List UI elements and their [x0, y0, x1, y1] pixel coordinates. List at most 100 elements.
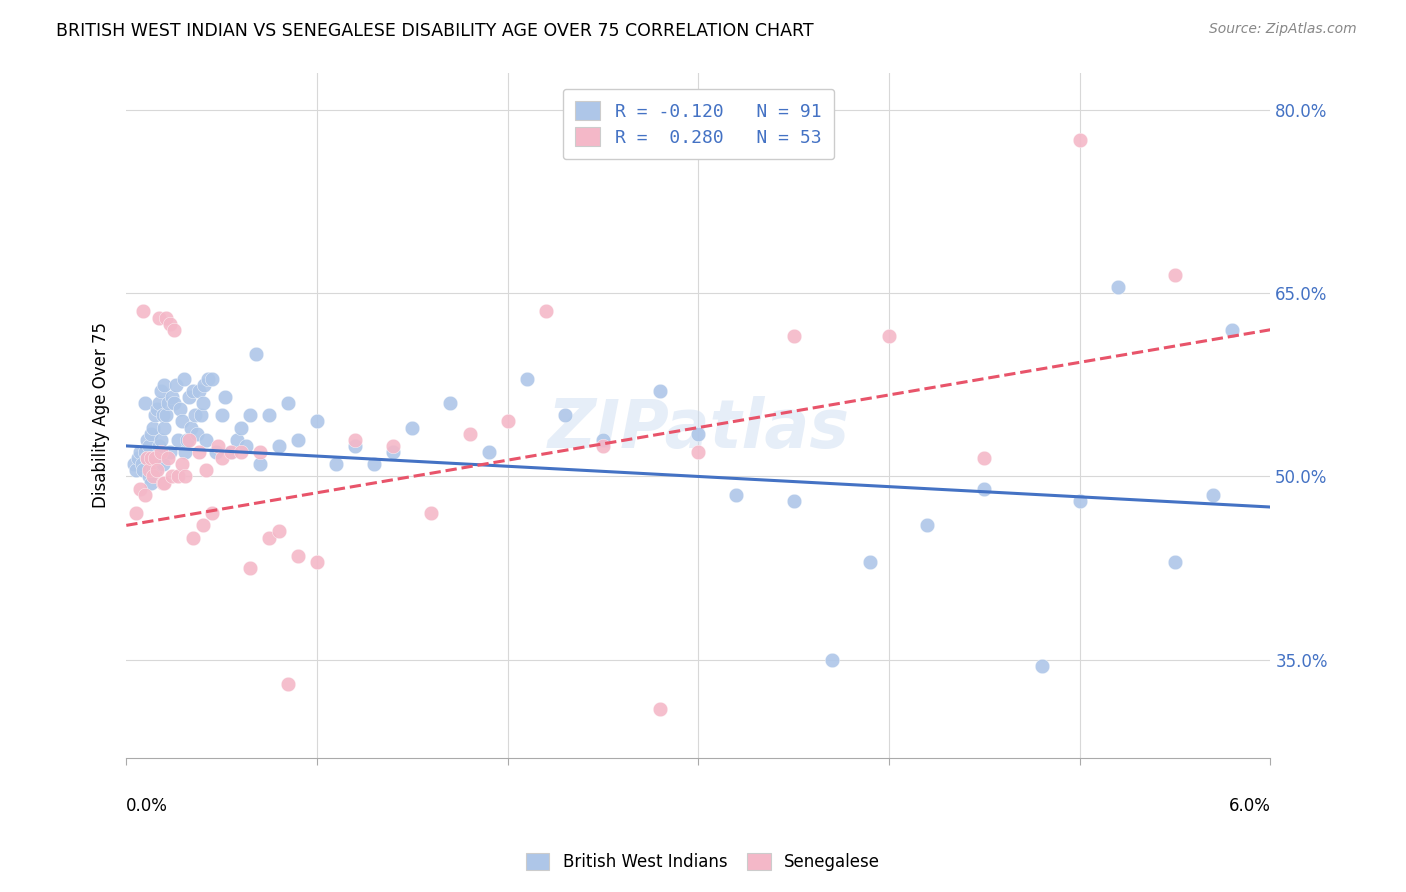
Point — [277, 396, 299, 410]
Y-axis label: Disability Age Over 75: Disability Age Over 75 — [93, 322, 110, 508]
Legend: British West Indians, Senegalese: British West Indians, Senegalese — [517, 845, 889, 880]
Point — [877, 329, 900, 343]
Point — [458, 426, 481, 441]
Point — [259, 409, 281, 423]
Point — [181, 531, 204, 545]
Point — [170, 457, 193, 471]
Point — [193, 377, 215, 392]
Point — [131, 457, 153, 471]
Point — [534, 304, 557, 318]
Point — [132, 463, 155, 477]
Point — [225, 433, 247, 447]
Point — [142, 463, 165, 477]
Point — [160, 469, 183, 483]
Point — [235, 439, 257, 453]
Point — [143, 451, 166, 466]
Point — [166, 433, 188, 447]
Point — [195, 463, 218, 477]
Point — [782, 329, 804, 343]
Point — [214, 390, 236, 404]
Point — [219, 445, 242, 459]
Point — [1107, 280, 1129, 294]
Point — [134, 488, 156, 502]
Text: 0.0%: 0.0% — [127, 797, 169, 814]
Point — [170, 414, 193, 428]
Text: 6.0%: 6.0% — [1229, 797, 1271, 814]
Point — [249, 445, 271, 459]
Point — [401, 420, 423, 434]
Point — [363, 457, 385, 471]
Point — [650, 384, 672, 398]
Point — [134, 445, 156, 459]
Point — [650, 702, 672, 716]
Point — [592, 433, 614, 447]
Point — [138, 469, 160, 483]
Point — [179, 390, 201, 404]
Point — [180, 420, 202, 434]
Point — [516, 371, 538, 385]
Point — [201, 506, 224, 520]
Point — [125, 463, 148, 477]
Point — [146, 402, 169, 417]
Point — [439, 396, 461, 410]
Point — [125, 506, 148, 520]
Point — [157, 396, 180, 410]
Point — [305, 555, 328, 569]
Point — [138, 439, 160, 453]
Point — [267, 439, 290, 453]
Point — [187, 384, 209, 398]
Point — [179, 433, 201, 447]
Point — [132, 304, 155, 318]
Point — [1069, 133, 1091, 147]
Point — [496, 414, 519, 428]
Point — [139, 475, 162, 490]
Point — [166, 469, 188, 483]
Point — [239, 409, 262, 423]
Point — [169, 402, 191, 417]
Point — [136, 433, 159, 447]
Point — [325, 457, 347, 471]
Point — [184, 409, 207, 423]
Point — [245, 347, 267, 361]
Point — [287, 433, 309, 447]
Point — [1202, 488, 1225, 502]
Point — [821, 653, 844, 667]
Point — [122, 457, 145, 471]
Point — [1069, 494, 1091, 508]
Point — [139, 426, 162, 441]
Text: BRITISH WEST INDIAN VS SENEGALESE DISABILITY AGE OVER 75 CORRELATION CHART: BRITISH WEST INDIAN VS SENEGALESE DISABI… — [56, 22, 814, 40]
Point — [160, 390, 183, 404]
Point — [1164, 555, 1187, 569]
Point — [973, 482, 995, 496]
Point — [219, 445, 242, 459]
Text: Source: ZipAtlas.com: Source: ZipAtlas.com — [1209, 22, 1357, 37]
Point — [201, 371, 224, 385]
Point — [344, 439, 367, 453]
Point — [1164, 268, 1187, 282]
Point — [148, 310, 170, 325]
Point — [1220, 323, 1243, 337]
Point — [152, 409, 174, 423]
Point — [239, 561, 262, 575]
Point — [146, 463, 169, 477]
Point — [267, 524, 290, 539]
Point — [197, 371, 219, 385]
Point — [153, 420, 176, 434]
Point — [478, 445, 501, 459]
Point — [191, 518, 214, 533]
Point — [165, 377, 187, 392]
Point — [157, 451, 180, 466]
Point — [211, 409, 233, 423]
Point — [305, 414, 328, 428]
Point — [207, 439, 229, 453]
Point — [211, 451, 233, 466]
Point — [181, 384, 204, 398]
Point — [149, 384, 172, 398]
Point — [148, 439, 170, 453]
Point — [191, 396, 214, 410]
Point — [138, 463, 160, 477]
Point — [344, 433, 367, 447]
Point — [139, 451, 162, 466]
Point — [159, 445, 181, 459]
Point — [1031, 659, 1053, 673]
